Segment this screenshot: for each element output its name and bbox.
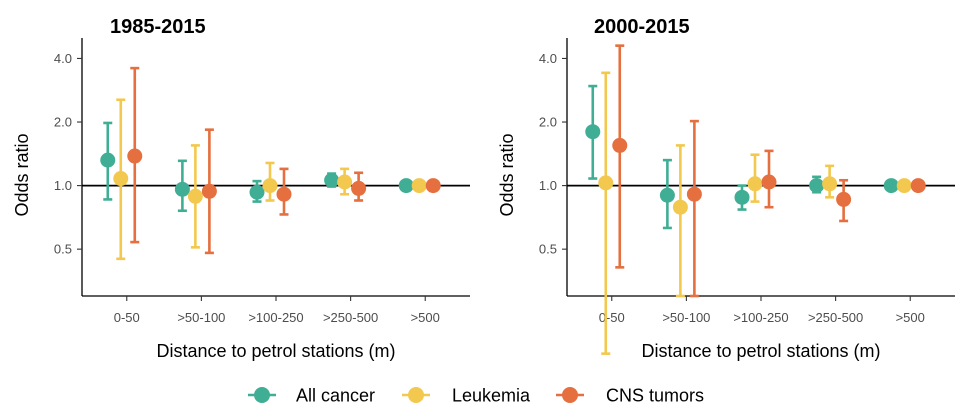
data-point [337,174,353,190]
data-point [174,181,190,197]
data-point [734,189,750,205]
data-point [809,178,825,194]
panel-title: 1985-2015 [110,16,206,38]
x-tick-label: >500 [411,310,440,325]
data-point [201,183,217,199]
series-all-cancer [585,84,899,230]
legend-key-dot [254,387,270,403]
data-point [113,171,129,187]
series-cns-tumors [127,66,441,255]
data-point [598,175,614,191]
series-all-cancer [100,121,414,213]
data-point [585,124,601,140]
y-tick-label: 1.0 [54,178,72,193]
legend-key-dot [408,387,424,403]
panel-title: 2000-2015 [594,16,690,38]
x-tick-label: >50-100 [177,310,225,325]
x-tick-label: >500 [896,310,925,325]
data-point [896,178,912,194]
data-point [910,178,926,194]
legend-label: CNS tumors [606,386,704,406]
y-tick-label: 4.0 [54,51,72,66]
data-point [659,187,675,203]
legend-item-all-cancer: All cancer [248,386,375,406]
chart-panel-1: 0.5 1.0 2.0 4.0 0-50 >50-100 >100-250 >250-500 >… [12,16,470,361]
data-point [612,137,628,153]
data-point [747,176,763,192]
x-axis-title: Distance to petrol stations (m) [156,341,395,361]
data-point [398,178,414,194]
data-point [324,172,340,188]
y-tick-label: 1.0 [539,178,557,193]
chart-panel-2: 0.5 1.0 2.0 4.0 0-50 >50-100 >100-250 >250-500 >… [497,16,955,361]
series-cns-tumors [612,44,926,298]
data-point [127,148,143,164]
data-point [672,199,688,215]
x-tick-label: 0-50 [599,310,625,325]
x-tick-label: >250-500 [808,310,863,325]
legend-label: Leukemia [452,386,531,406]
data-point [276,186,292,202]
data-point [351,180,367,196]
data-point [187,188,203,204]
y-axis-title: Odds ratio [497,133,517,216]
y-axis-title: Odds ratio [12,133,32,216]
y-tick-label: 0.5 [54,242,72,257]
data-point [686,186,702,202]
x-tick-label: >100-250 [733,310,788,325]
x-tick-label: >250-500 [323,310,378,325]
data-point [883,178,899,194]
legend-item-leukemia: Leukemia [402,386,531,406]
y-tick-label: 4.0 [539,51,557,66]
series-leukemia [113,98,427,261]
legend-item-cns-tumors: CNS tumors [556,386,704,406]
legend: All cancer Leukemia CNS tumors [248,386,704,406]
panels: 0.5 1.0 2.0 4.0 0-50 >50-100 >100-250 >250-500 >… [12,16,955,361]
legend-label: All cancer [296,386,375,406]
x-axis-title: Distance to petrol stations (m) [641,341,880,361]
data-point [100,152,116,168]
x-tick-label: 0-50 [114,310,140,325]
series-leukemia [598,71,912,355]
x-tick-label: >50-100 [662,310,710,325]
data-point [836,191,852,207]
data-point [411,178,427,194]
data-point [425,178,441,194]
y-tick-label: 2.0 [54,115,72,130]
x-tick-label: >100-250 [248,310,303,325]
legend-key-dot [562,387,578,403]
y-tick-label: 2.0 [539,115,557,130]
y-tick-label: 0.5 [539,242,557,257]
data-point [249,184,265,200]
data-point [822,176,838,192]
data-point [262,178,278,194]
data-point [761,174,777,190]
